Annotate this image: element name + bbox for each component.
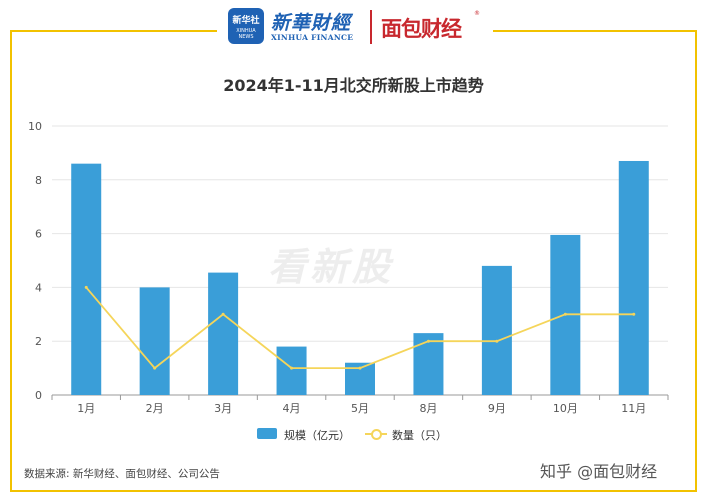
xinhua-finance-logo-en: XINHUA FINANCE: [271, 33, 354, 42]
y-tick-label: 2: [35, 335, 42, 348]
bar: [276, 346, 307, 395]
legend-line-marker: [371, 429, 382, 440]
logo-divider: [370, 10, 372, 44]
line-point: [153, 366, 157, 370]
mianbao-finance-logo: 面包财经: [381, 17, 462, 41]
line-point: [495, 339, 499, 343]
y-tick-label: 6: [35, 228, 42, 241]
line-point: [290, 366, 294, 370]
x-tick-label: 10月: [553, 402, 578, 415]
y-tick-label: 8: [35, 174, 42, 187]
header-logos: 新华社 XINHUA NEWS 新華財經 XINHUA FINANCE 面包财经…: [225, 6, 487, 50]
y-tick-label: 10: [28, 120, 42, 133]
line-point: [563, 312, 567, 316]
watermark-text: 看新股: [268, 245, 395, 289]
xinhua-finance-logo-cn: 新華財經: [271, 12, 352, 34]
x-tick-label: 1月: [77, 402, 95, 415]
frame-top-line-left: [10, 30, 217, 32]
frame-top-line-right: [493, 30, 697, 32]
bar: [481, 265, 512, 395]
line-point: [358, 366, 362, 370]
line-point: [426, 339, 430, 343]
bar: [139, 287, 170, 395]
bar: [618, 160, 649, 395]
chart-title: 2024年1-11月北交所新股上市趋势: [223, 76, 484, 95]
data-source-note: 数据来源: 新华财经、面包财经、公司公告: [24, 468, 220, 480]
chart-frame: [10, 30, 697, 492]
x-tick-label: 2月: [146, 402, 164, 415]
xinhua-badge-cn: 新华社: [232, 16, 260, 26]
bar: [71, 163, 102, 395]
xinhua-finance-logo: 新華財經 XINHUA FINANCE: [271, 6, 361, 46]
y-tick-label: 0: [35, 389, 42, 402]
bar: [413, 333, 444, 395]
line-point: [632, 312, 636, 316]
x-tick-label: 9月: [488, 402, 506, 415]
legend-bar-swatch: [257, 428, 277, 439]
chart-legend: 规模（亿元） 数量（只）: [0, 424, 707, 444]
x-tick-label: 11月: [621, 402, 646, 415]
registered-mark: ®: [474, 10, 480, 17]
y-tick-label: 4: [35, 281, 42, 294]
x-tick-label: 3月: [214, 402, 232, 415]
x-tick-label: 4月: [283, 402, 301, 415]
bar: [208, 272, 239, 395]
xinhua-badge-en: XINHUA NEWS: [236, 28, 256, 40]
zhihu-attribution: 知乎 @面包财经: [540, 462, 658, 481]
legend-bar-label: 规模（亿元）: [284, 429, 350, 442]
legend-line-label: 数量（只）: [392, 429, 447, 442]
x-tick-label: 5月: [351, 402, 369, 415]
line-point: [221, 312, 225, 316]
xinhua-news-badge: 新华社 XINHUA NEWS: [228, 8, 264, 44]
line-point: [84, 285, 88, 289]
x-tick-label: 8月: [419, 402, 437, 415]
